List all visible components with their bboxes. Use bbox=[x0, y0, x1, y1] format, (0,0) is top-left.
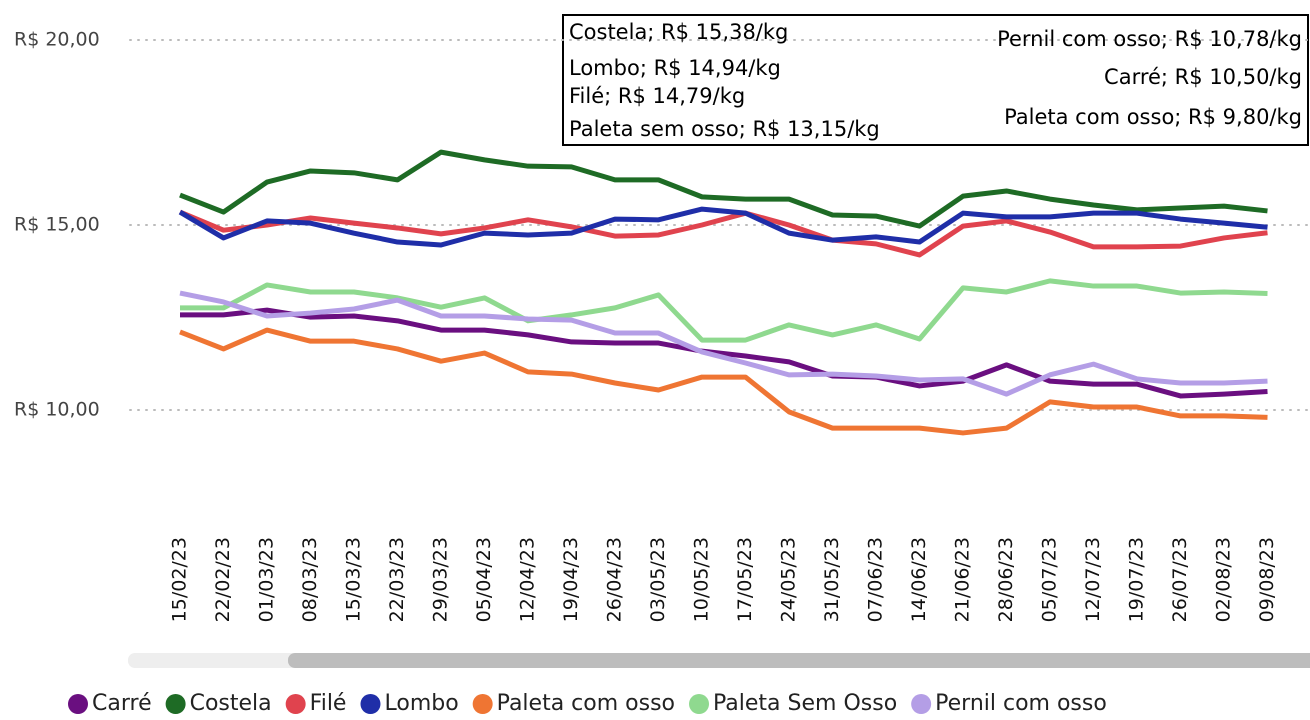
x-tick-label: 05/04/23 bbox=[473, 537, 495, 622]
x-tick-label: 26/07/23 bbox=[1169, 537, 1191, 622]
legend-label: Paleta com osso bbox=[497, 691, 675, 716]
x-tick-label: 29/03/23 bbox=[430, 537, 452, 622]
x-tick-label: 15/03/23 bbox=[343, 537, 365, 622]
series-line bbox=[179, 149, 1268, 229]
annotation: Paleta sem osso; R$ 13,15/kg bbox=[569, 117, 880, 141]
series-line bbox=[179, 290, 1268, 397]
annotation: Filé; R$ 14,79/kg bbox=[569, 84, 745, 108]
legend-item[interactable]: Paleta Sem Osso bbox=[689, 691, 897, 716]
scroll-track[interactable] bbox=[128, 653, 298, 668]
legend-marker bbox=[911, 694, 932, 714]
y-tick-label: R$ 15,00 bbox=[14, 214, 100, 236]
x-tick-label: 14/06/23 bbox=[908, 537, 930, 622]
x-tick-label: 17/05/23 bbox=[734, 537, 756, 622]
x-tick-label: 12/07/23 bbox=[1082, 537, 1104, 622]
legend-label: Carré bbox=[92, 691, 152, 716]
x-tick-label: 26/04/23 bbox=[604, 537, 626, 622]
series-line bbox=[180, 307, 1268, 399]
scroll-thumb[interactable] bbox=[288, 653, 1310, 668]
x-tick-label: 24/05/23 bbox=[778, 537, 800, 622]
x-tick-label: 22/02/23 bbox=[212, 537, 234, 622]
annotation: Pernil com osso; R$ 10,78/kg bbox=[997, 27, 1302, 51]
x-tick-label: 21/06/23 bbox=[952, 537, 974, 622]
annotation: Paleta com osso; R$ 9,80/kg bbox=[1004, 105, 1302, 129]
legend-item[interactable]: Paleta com osso bbox=[472, 691, 675, 716]
x-tick-label: 31/05/23 bbox=[821, 537, 843, 622]
legend-marker bbox=[472, 694, 493, 714]
series-line bbox=[179, 209, 1268, 258]
legend-item[interactable]: Costela bbox=[165, 691, 272, 716]
legend-label: Filé bbox=[310, 691, 347, 716]
x-tick-label: 28/06/23 bbox=[995, 537, 1017, 622]
x-tick-label: 15/02/23 bbox=[169, 537, 191, 622]
legend-item[interactable]: Carré bbox=[68, 691, 152, 716]
annotation: Lombo; R$ 14,94/kg bbox=[569, 56, 781, 80]
legend-label: Lombo bbox=[384, 691, 458, 716]
x-tick-label: 22/03/23 bbox=[386, 537, 408, 622]
series-line bbox=[179, 327, 1268, 436]
x-tick-label: 03/05/23 bbox=[647, 537, 669, 622]
x-tick-label: 10/05/23 bbox=[691, 537, 713, 622]
legend-label: Costela bbox=[190, 691, 272, 716]
x-tick-label: 08/03/23 bbox=[299, 537, 321, 622]
x-tick-label: 07/06/23 bbox=[865, 537, 887, 622]
x-tick-label: 12/04/23 bbox=[517, 537, 539, 622]
x-tick-label: 02/08/23 bbox=[1213, 537, 1235, 622]
legend-marker bbox=[165, 694, 186, 714]
x-tick-label: 01/03/23 bbox=[256, 537, 278, 622]
series-line bbox=[178, 206, 1268, 248]
annotation: Carré; R$ 10,50/kg bbox=[1104, 65, 1302, 89]
x-tick-label: 19/04/23 bbox=[560, 537, 582, 622]
x-tick-label: 19/07/23 bbox=[1126, 537, 1148, 622]
y-tick-label: R$ 20,00 bbox=[14, 29, 100, 51]
legend-marker bbox=[285, 694, 306, 714]
legend-marker bbox=[68, 694, 88, 714]
y-tick-label: R$ 10,00 bbox=[14, 399, 100, 421]
legend-label: Pernil com osso bbox=[935, 691, 1107, 716]
legend-item[interactable]: Pernil com osso bbox=[911, 691, 1107, 716]
annotation: Costela; R$ 15,38/kg bbox=[569, 20, 788, 44]
annotation-box bbox=[562, 14, 1309, 146]
legend-item[interactable]: Filé bbox=[285, 691, 347, 716]
legend-label: Paleta Sem Osso bbox=[713, 691, 897, 716]
series-line bbox=[180, 278, 1268, 343]
legend-marker bbox=[689, 694, 710, 714]
x-tick-label: 05/07/23 bbox=[1039, 537, 1061, 622]
legend-item[interactable]: Lombo bbox=[360, 691, 459, 716]
legend-marker bbox=[360, 694, 381, 714]
x-tick-label: 09/08/23 bbox=[1256, 537, 1278, 622]
